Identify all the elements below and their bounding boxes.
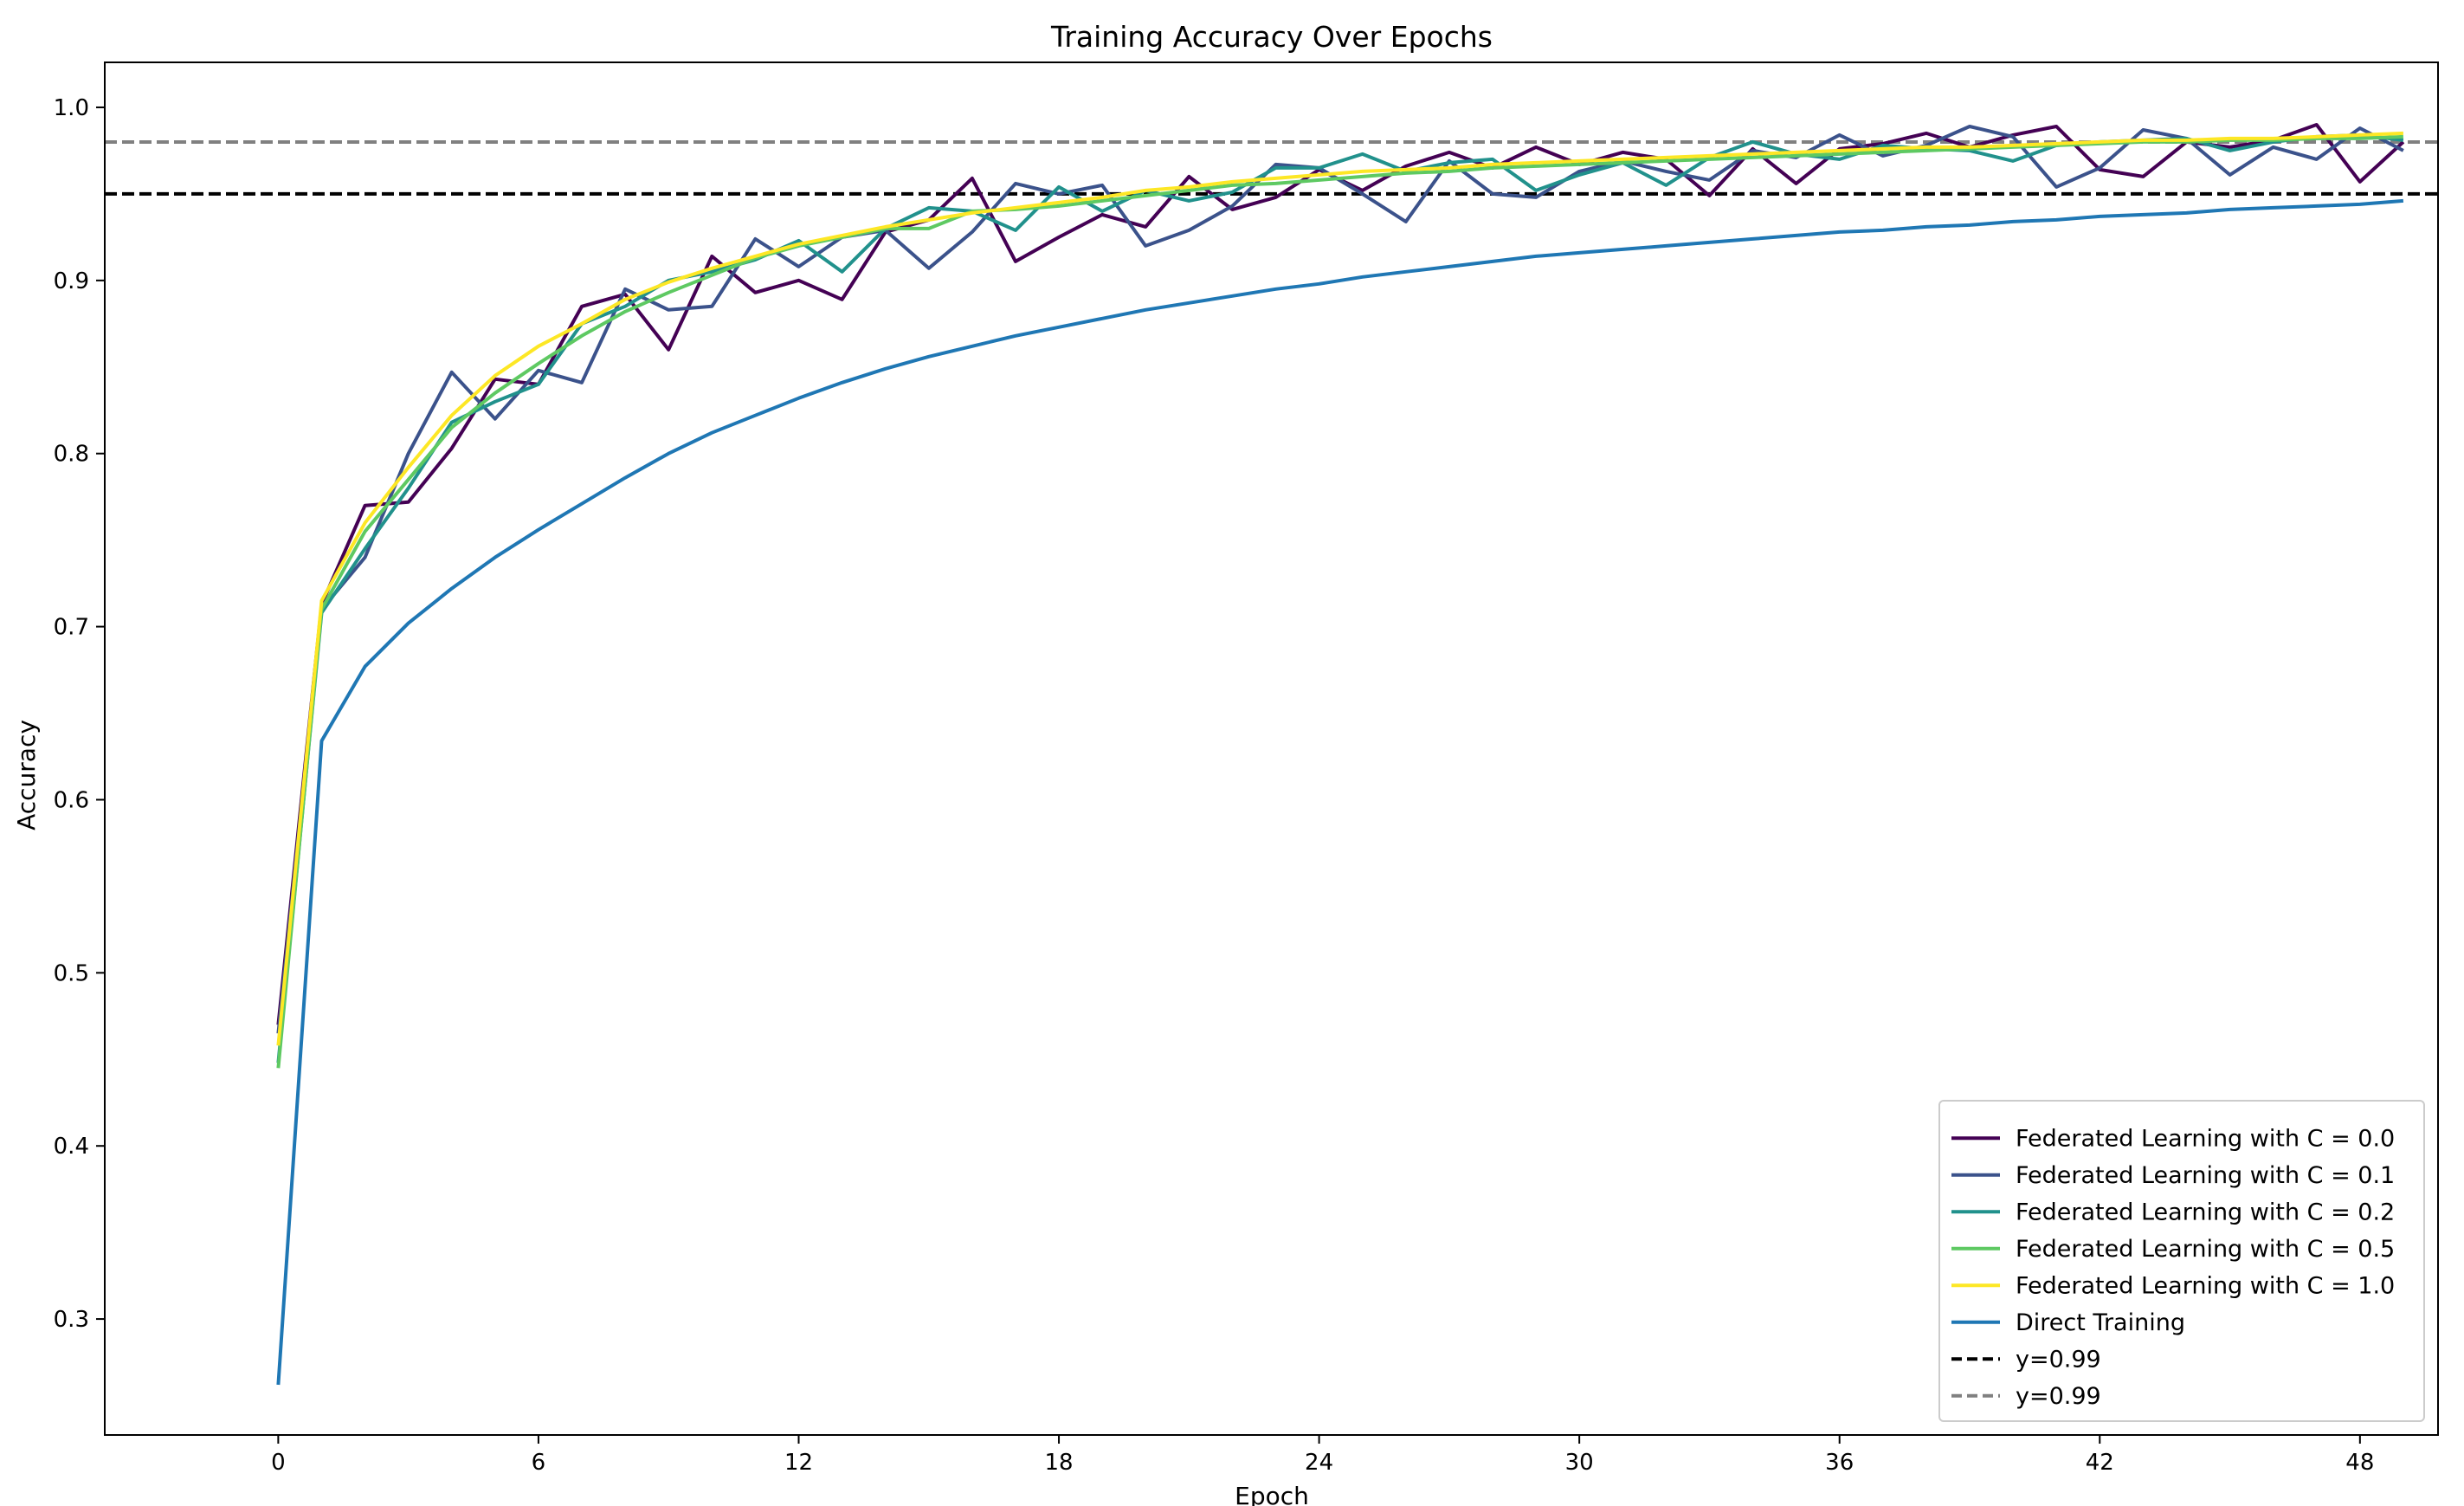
legend-label: Federated Learning with C = 0.0 xyxy=(2016,1125,2395,1152)
x-tick-label: 24 xyxy=(1305,1450,1333,1476)
y-tick-label: 0.4 xyxy=(54,1134,89,1160)
y-axis: 0.3 0.4 0.5 0.6 0.7 0.8 0.9 1.0 xyxy=(54,95,105,1333)
chart-title: Training Accuracy Over Epochs xyxy=(1050,20,1493,54)
y-axis-label: Accuracy xyxy=(12,720,41,831)
series-line xyxy=(276,131,2403,1046)
y-tick-label: 0.8 xyxy=(54,442,89,468)
x-tick-label: 18 xyxy=(1044,1450,1073,1476)
x-tick-label: 48 xyxy=(2345,1450,2374,1476)
x-axis-label: Epoch xyxy=(1235,1482,1309,1506)
series-line xyxy=(276,198,2404,1386)
legend-label: y=0.99 xyxy=(2016,1383,2101,1410)
legend-label: y=0.99 xyxy=(2016,1346,2101,1373)
x-tick-label: 42 xyxy=(2086,1450,2114,1476)
series-line xyxy=(276,133,2404,1063)
y-tick-label: 0.6 xyxy=(54,787,89,813)
y-tick-label: 0.7 xyxy=(54,615,89,641)
legend-box xyxy=(1938,1100,2425,1422)
legend-label: Direct Training xyxy=(2016,1309,2185,1336)
legend-label: Federated Learning with C = 0.1 xyxy=(2016,1162,2395,1189)
legend: Federated Learning with C = 0.0 Federated… xyxy=(1938,1100,2425,1422)
y-tick-label: 1.0 xyxy=(54,95,89,121)
plot-frame xyxy=(104,61,2439,1436)
y-tick-label: 0.9 xyxy=(54,268,89,294)
reference-lines xyxy=(105,139,2438,196)
x-tick-label: 30 xyxy=(1565,1450,1594,1476)
y-tick-label: 0.5 xyxy=(54,960,89,986)
x-tick-label: 36 xyxy=(1825,1450,1854,1476)
x-tick-label: 12 xyxy=(784,1450,813,1476)
legend-label: Federated Learning with C = 1.0 xyxy=(2016,1272,2395,1299)
x-axis: 0 6 12 18 24 30 36 42 48 xyxy=(271,1435,2374,1476)
x-tick-label: 6 xyxy=(532,1450,546,1476)
legend-label: Federated Learning with C = 0.5 xyxy=(2016,1236,2395,1263)
series-lines xyxy=(276,123,2405,1386)
series-line xyxy=(276,125,2404,1034)
legend-label: Federated Learning with C = 0.2 xyxy=(2016,1199,2395,1225)
y-tick-label: 0.3 xyxy=(54,1307,89,1333)
x-tick-label: 0 xyxy=(271,1450,286,1476)
